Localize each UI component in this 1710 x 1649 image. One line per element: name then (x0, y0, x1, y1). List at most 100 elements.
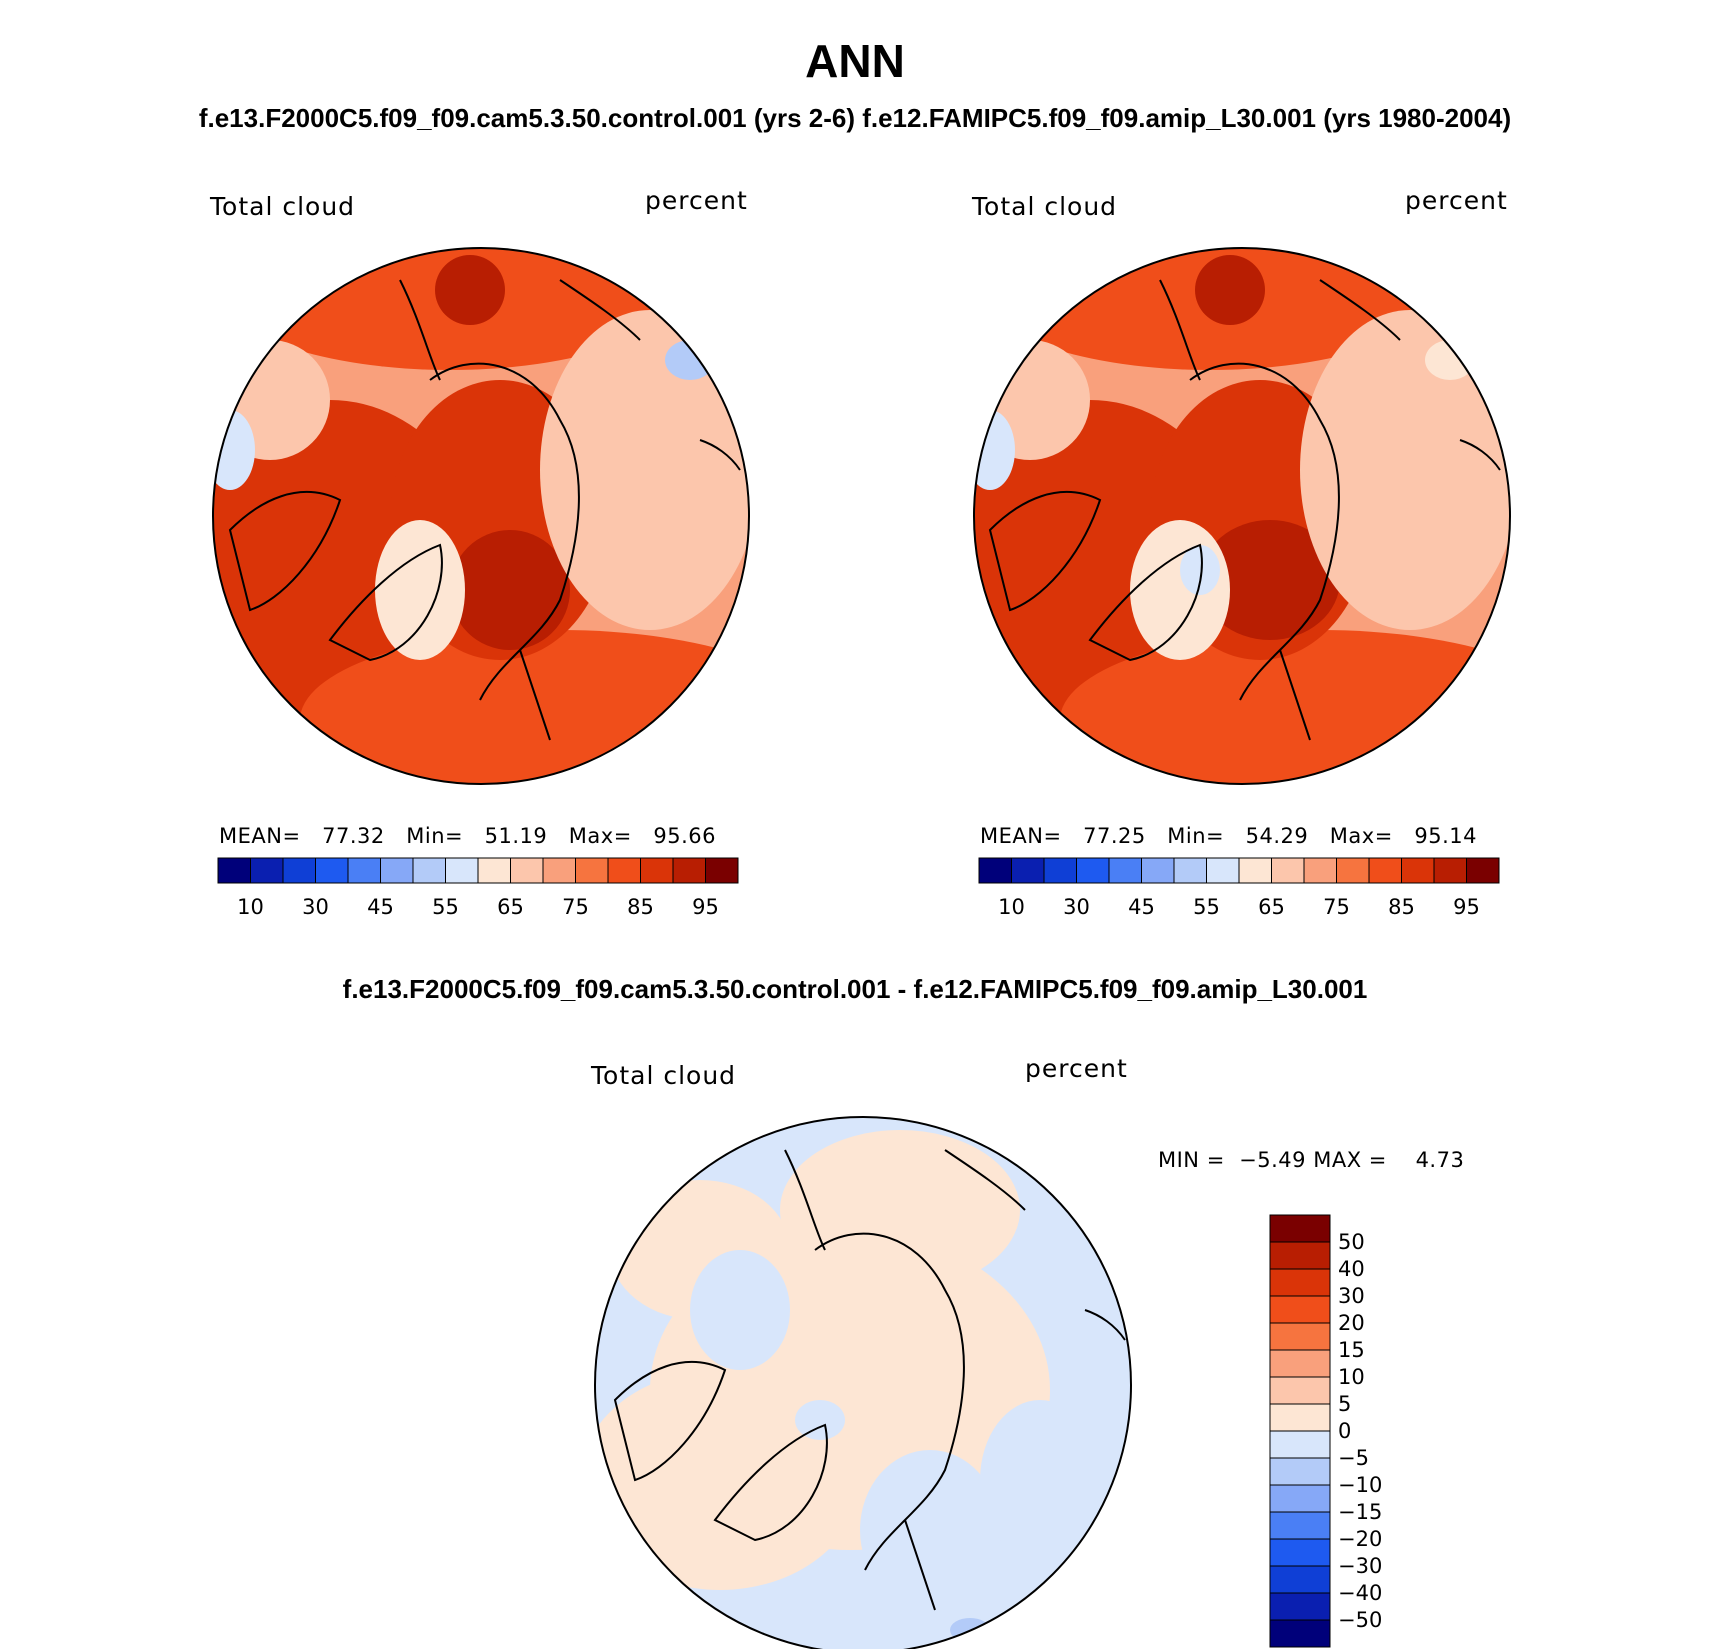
difference-map (595, 1117, 1131, 1649)
right-min-value: 54.29 (1245, 824, 1309, 848)
left-colorbar (217, 857, 739, 884)
right-mean-label: MEAN= (980, 824, 1062, 848)
right-min-label: Min= (1167, 824, 1225, 848)
figure-title: ANN (805, 35, 905, 87)
diff-colorbar-tick-label: 30 (1338, 1284, 1365, 1308)
left-max-label: Max= (568, 824, 632, 848)
diff-colorbar-tick-label: −15 (1338, 1500, 1383, 1524)
right-colorbar-swatch (978, 857, 1012, 884)
left-colorbar-swatch (282, 857, 316, 884)
diff-colorbar-tick-label: 20 (1338, 1311, 1365, 1335)
left-colorbar-swatch (672, 857, 706, 884)
left-colorbar-tick-label: 95 (692, 895, 719, 919)
diff-colorbar-swatch (1269, 1268, 1331, 1297)
diff-units-label: percent (1025, 1054, 1128, 1083)
left-colorbar-tick-label: 85 (627, 895, 654, 919)
left-colorbar-swatch (380, 857, 414, 884)
right-colorbar (978, 857, 1500, 884)
right-colorbar-swatch (1238, 857, 1272, 884)
left-colorbar-tick-label: 65 (497, 895, 524, 919)
left-field-label: Total cloud (210, 192, 356, 221)
diff-colorbar-tick-label: 15 (1338, 1338, 1365, 1362)
diff-colorbar-swatch (1269, 1322, 1331, 1351)
left-map-boundary (212, 247, 750, 785)
right-colorbar-tick-label: 55 (1193, 895, 1220, 919)
left-colorbar-tick-label: 10 (237, 895, 264, 919)
diff-colorbar-tick-label: −10 (1338, 1473, 1383, 1497)
right-colorbar-swatch (1108, 857, 1142, 884)
left-colorbar-swatch (445, 857, 479, 884)
left-colorbar-swatch (705, 857, 739, 884)
left-colorbar-swatch (607, 857, 641, 884)
left-max-value: 95.66 (653, 824, 716, 848)
left-colorbar-swatch (510, 857, 544, 884)
diff-colorbar-swatch (1269, 1511, 1331, 1540)
diff-colorbar-swatch (1269, 1376, 1331, 1405)
diff-colorbar-swatch (1269, 1295, 1331, 1324)
diff-min-label: MIN = (1158, 1148, 1225, 1172)
right-colorbar-tick-label: 95 (1453, 895, 1480, 919)
left-colorbar-tick-label: 75 (562, 895, 589, 919)
right-colorbar-swatch (1011, 857, 1045, 884)
diff-stats: MIN = −5.49 MAX = 4.73 (1158, 1148, 1464, 1172)
left-colorbar-swatch (542, 857, 576, 884)
diff-colorbar-swatch (1269, 1565, 1331, 1594)
difference-colorbar (1269, 1214, 1331, 1648)
diff-colorbar-swatch (1269, 1214, 1331, 1243)
right-map-boundary (973, 247, 1511, 785)
right-colorbar-swatch (1466, 857, 1500, 884)
diff-colorbar-tick-label: −5 (1338, 1446, 1369, 1470)
left-mean-value: 77.32 (322, 824, 385, 848)
left-colorbar-tick-label: 30 (302, 895, 329, 919)
left-colorbar-swatch (250, 857, 284, 884)
left-colorbar-swatch (347, 857, 381, 884)
right-colorbar-swatch (1206, 857, 1240, 884)
left-colorbar-swatch (217, 857, 251, 884)
diff-colorbar-swatch (1269, 1403, 1331, 1432)
left-stats: MEAN= 77.32 Min= 51.19 Max= 95.66 (219, 824, 716, 848)
right-stats: MEAN= 77.25 Min= 54.29 Max= 95.14 (980, 824, 1477, 848)
right-colorbar-swatch (1043, 857, 1077, 884)
left-colorbar-tick-label: 45 (367, 895, 394, 919)
left-units-label: percent (645, 186, 748, 215)
right-colorbar-tick-label: 65 (1258, 895, 1285, 919)
right-colorbar-swatch (1173, 857, 1207, 884)
diff-colorbar-tick-label: 10 (1338, 1365, 1365, 1389)
right-map (974, 248, 1510, 784)
diff-colorbar-tick-label: 40 (1338, 1257, 1365, 1281)
right-field-label: Total cloud (972, 192, 1118, 221)
diff-colorbar-swatch (1269, 1430, 1331, 1459)
diff-colorbar-tick-label: −30 (1338, 1554, 1383, 1578)
left-colorbar-tick-label: 55 (432, 895, 459, 919)
right-colorbar-tick-label: 10 (998, 895, 1025, 919)
right-colorbar-tick-label: 30 (1063, 895, 1090, 919)
right-colorbar-tick-label: 85 (1388, 895, 1415, 919)
cases-subtitle: f.e13.F2000C5.f09_f09.cam5.3.50.control.… (198, 103, 1512, 133)
diff-colorbar-swatch (1269, 1241, 1331, 1270)
diff-colorbar-tick-label: 0 (1338, 1419, 1352, 1443)
right-colorbar-swatch (1303, 857, 1337, 884)
left-map (213, 248, 749, 784)
right-colorbar-swatch (1271, 857, 1305, 884)
diff-field-label: Total cloud (591, 1061, 737, 1090)
diff-colorbar-tick-label: 50 (1338, 1230, 1365, 1254)
difference-subtitle: f.e13.F2000C5.f09_f09.cam5.3.50.control.… (342, 974, 1368, 1004)
left-min-label: Min= (406, 824, 464, 848)
right-mean-value: 77.25 (1083, 824, 1146, 848)
diff-colorbar-tick-label: −40 (1338, 1581, 1383, 1605)
diff-colorbar-tick-label: 5 (1338, 1392, 1352, 1416)
right-colorbar-swatch (1401, 857, 1435, 884)
right-max-label: Max= (1329, 824, 1393, 848)
left-min-value: 51.19 (484, 824, 548, 848)
right-colorbar-swatch (1336, 857, 1370, 884)
diff-colorbar-swatch (1269, 1484, 1331, 1513)
right-max-value: 95.14 (1414, 824, 1477, 848)
left-colorbar-swatch (477, 857, 511, 884)
right-units-label: percent (1405, 186, 1508, 215)
left-colorbar-swatch (575, 857, 609, 884)
diff-colorbar-tick-label: −50 (1338, 1608, 1383, 1632)
left-colorbar-swatch (640, 857, 674, 884)
right-colorbar-tick-label: 45 (1128, 895, 1155, 919)
diff-colorbar-swatch (1269, 1592, 1331, 1621)
